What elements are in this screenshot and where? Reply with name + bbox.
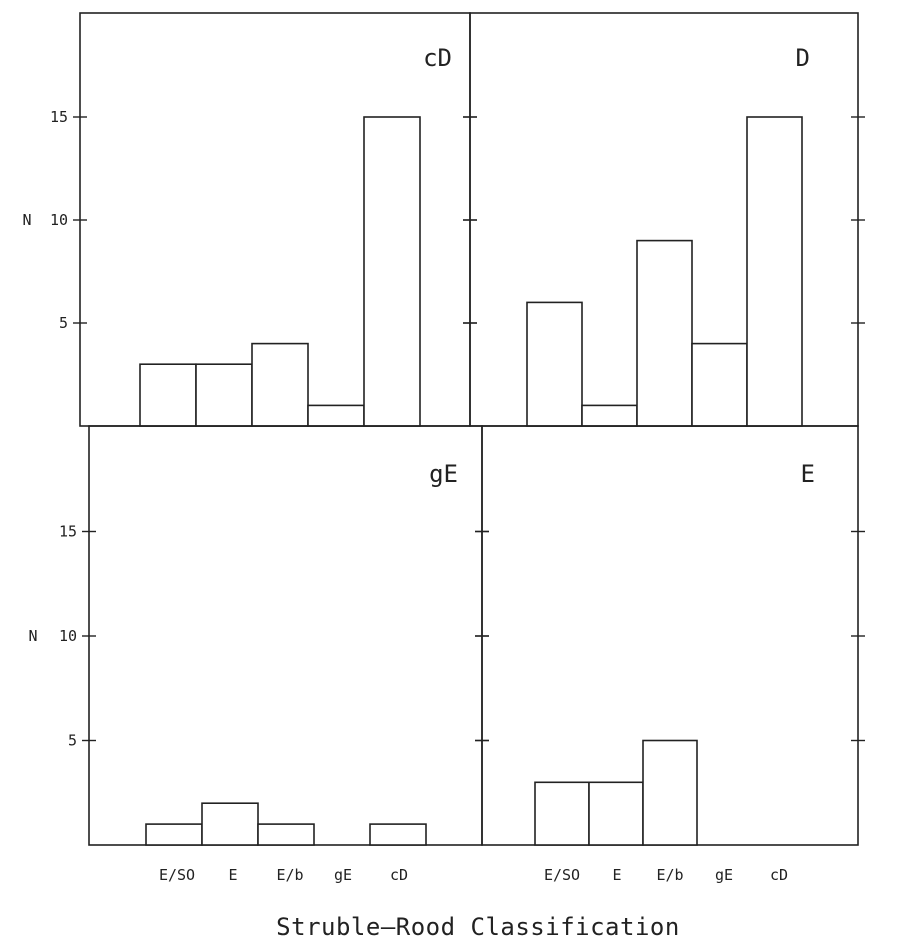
category-label: E/SO: [159, 866, 195, 884]
bar-cd: [369, 823, 427, 846]
bar-e-b: [642, 739, 698, 846]
y-tick-label: 15: [50, 108, 68, 126]
bar-cd: [363, 116, 421, 427]
bar-e-so: [139, 363, 197, 427]
panel-bottom-left: 5 10 15 NgE E/SO E E/b gE cD: [28, 425, 489, 884]
category-label: E/b: [276, 866, 303, 884]
bar-e-so: [534, 781, 590, 846]
bar-e-b: [636, 239, 693, 427]
panel-label: D: [796, 44, 810, 72]
panel-top-right: D: [463, 12, 865, 427]
category-label: E: [228, 866, 237, 884]
category-label: gE: [334, 866, 352, 884]
category-label: E/SO: [544, 866, 580, 884]
bar-e-so: [526, 301, 583, 427]
bar-ge: [307, 404, 365, 427]
panel-bottom-right: E E/SO E E/b gE cD: [475, 425, 865, 884]
category-label: gE: [715, 866, 733, 884]
category-label: E: [612, 866, 621, 884]
panel-frame: [88, 425, 483, 846]
x-axis-label: Struble–Rood Classification: [276, 913, 680, 941]
y-axis-label: N: [28, 627, 37, 645]
y-tick-label: 5: [59, 314, 68, 332]
bar-e-b: [257, 823, 315, 846]
panels: 5 10 15 NcD D 5 10 15 NgE E/SO E E/b gE cD E E/SO E E/b gE…: [22, 12, 865, 884]
panel-label: cD: [423, 44, 452, 72]
panel-top-left: 5 10 15 NcD: [22, 12, 477, 427]
y-tick-label: 15: [59, 523, 77, 541]
y-tick-label: 10: [50, 211, 68, 229]
bar-e: [581, 404, 638, 427]
category-label: cD: [770, 866, 788, 884]
bar-e-so: [145, 823, 203, 846]
bar-ge: [691, 342, 748, 427]
y-axis-label: N: [22, 211, 31, 229]
y-tick-label: 5: [68, 732, 77, 750]
bar-e-b: [251, 342, 309, 427]
category-label: cD: [390, 866, 408, 884]
bar-e: [588, 781, 644, 846]
category-label: E/b: [656, 866, 683, 884]
panel-label: gE: [429, 460, 458, 488]
bar-cd: [746, 116, 803, 427]
panel-label: E: [801, 460, 815, 488]
y-tick-label: 10: [59, 627, 77, 645]
bar-e: [201, 802, 259, 846]
bar-e: [195, 363, 253, 427]
